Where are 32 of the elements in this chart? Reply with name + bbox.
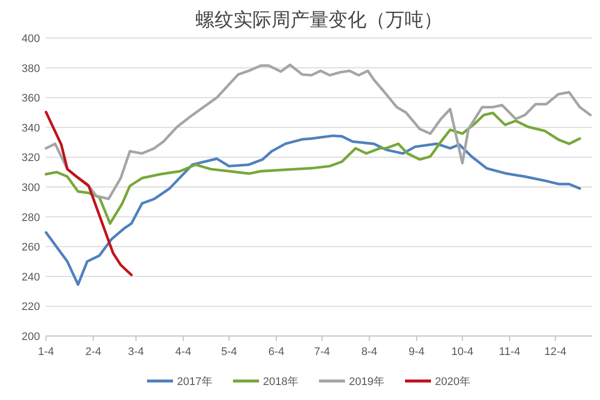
chart-title: 螺纹实际周产量变化（万吨） bbox=[196, 9, 442, 31]
y-tick-label: 360 bbox=[22, 92, 40, 105]
x-tick-label: 5-4 bbox=[221, 346, 237, 358]
y-tick-label: 300 bbox=[22, 182, 40, 194]
y-tick-label: 260 bbox=[22, 242, 40, 254]
legend-label: 2017年 bbox=[177, 376, 212, 388]
y-tick-label: 340 bbox=[22, 122, 40, 134]
x-tick-label: 7-4 bbox=[314, 346, 330, 358]
legend-label: 2018年 bbox=[263, 376, 298, 388]
line-series bbox=[44, 64, 592, 200]
y-tick-label: 240 bbox=[22, 271, 40, 284]
x-tick-label: 8-4 bbox=[361, 346, 378, 358]
y-tick-label: 280 bbox=[22, 212, 40, 224]
x-tick-label: 9-4 bbox=[408, 346, 425, 358]
y-tick-label: 380 bbox=[22, 62, 40, 75]
y-tick-label: 400 bbox=[22, 33, 40, 45]
x-tick-label: 10-4 bbox=[451, 346, 474, 358]
x-tick-label: 12-4 bbox=[544, 346, 566, 358]
line-series bbox=[44, 112, 582, 225]
y-tick-label: 200 bbox=[22, 331, 40, 343]
line-series bbox=[44, 110, 133, 276]
x-tick-label: 6-4 bbox=[268, 346, 284, 358]
x-tick-label: 11-4 bbox=[499, 346, 520, 358]
y-tick-label: 220 bbox=[22, 301, 40, 314]
y-tick-label: 320 bbox=[22, 152, 40, 164]
line-series bbox=[44, 134, 582, 286]
x-tick-label: 4-4 bbox=[175, 346, 192, 358]
x-tick-label: 1-4 bbox=[38, 346, 54, 358]
x-tick-label: 3-4 bbox=[128, 346, 144, 358]
legend-label: 2020年 bbox=[435, 376, 470, 388]
x-tick-label: 2-4 bbox=[85, 346, 102, 358]
legend-label: 2019年 bbox=[349, 376, 384, 388]
